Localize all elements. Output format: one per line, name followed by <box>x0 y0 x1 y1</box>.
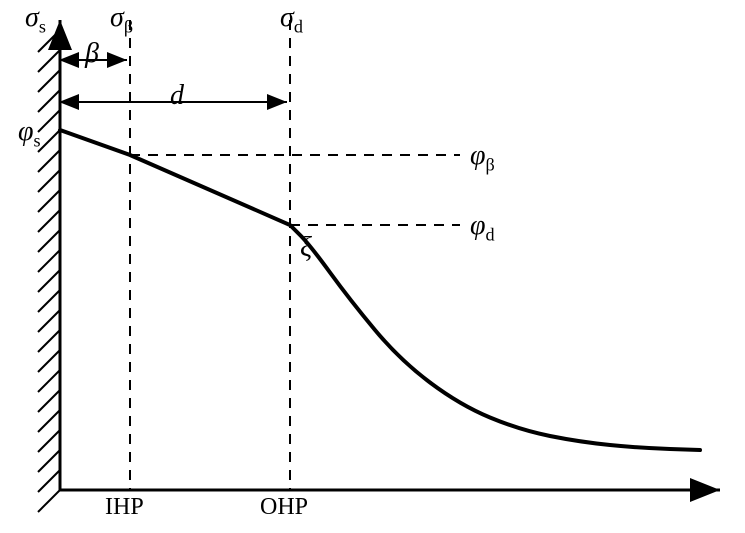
label-ohp: OHP <box>260 494 308 521</box>
label-sigma_d: σd <box>280 2 303 38</box>
diagram-svg <box>0 0 745 533</box>
electrochem-double-layer-diagram: σs σβ σd β d φs φβ φd ξ IHP OHP <box>0 0 745 533</box>
label-xi: ξ <box>300 232 312 264</box>
label-sigma_s: σs <box>25 2 46 38</box>
label-phi_s: φs <box>18 116 41 152</box>
label-d: d <box>170 80 184 112</box>
label-beta: β <box>85 38 99 70</box>
label-phi_d: φd <box>470 210 495 246</box>
label-ihp: IHP <box>105 494 144 521</box>
label-sigma_beta: σβ <box>110 2 133 38</box>
label-phi_beta: φβ <box>470 140 495 176</box>
